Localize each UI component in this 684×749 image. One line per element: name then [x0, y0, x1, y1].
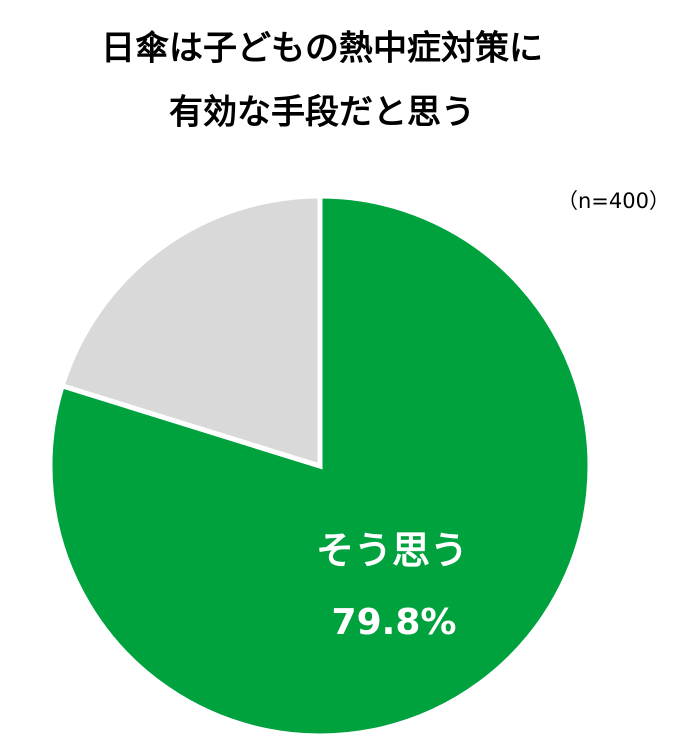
pie-slice — [59, 193, 323, 470]
slice-label: そう思う — [316, 529, 468, 573]
chart-title: 日傘は子どもの熱中症対策に — [101, 29, 543, 69]
pie — [47, 193, 593, 739]
sample-note: （n=400） — [557, 189, 670, 213]
slice-value-label: 79.8% — [332, 602, 457, 643]
chart-title: 有効な手段だと思う — [169, 93, 475, 133]
